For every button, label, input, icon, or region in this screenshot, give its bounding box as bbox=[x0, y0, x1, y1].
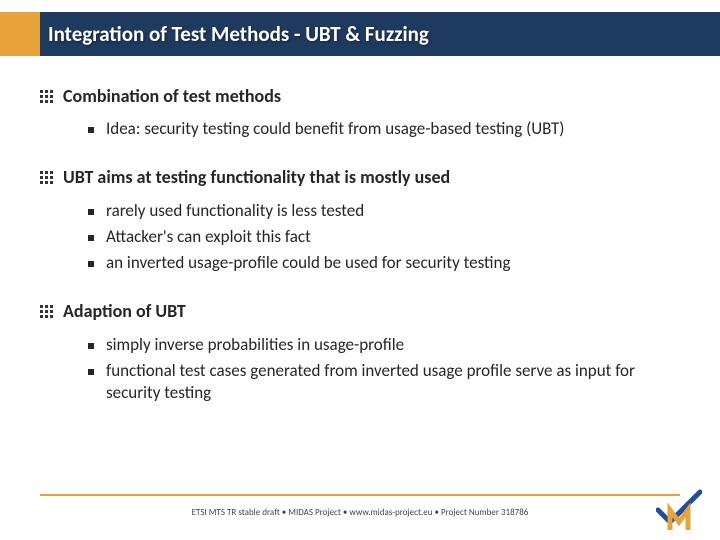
bullet-text: simply inverse probabilities in usage-pr… bbox=[106, 334, 404, 356]
bullet-level2: functional test cases generated from inv… bbox=[88, 360, 680, 404]
bullet-level2: Attacker's can exploit this fact bbox=[88, 226, 680, 248]
section-2: UBT aims at testing functionality that i… bbox=[40, 166, 680, 274]
bullet-text: an inverted usage-profile could be used … bbox=[106, 252, 510, 274]
square-bullet-icon bbox=[88, 343, 94, 349]
section-heading: Adaption of UBT bbox=[63, 300, 186, 323]
section-heading: Combination of test methods bbox=[63, 85, 281, 108]
grid-dots-icon bbox=[40, 90, 53, 103]
bullet-level2: simply inverse probabilities in usage-pr… bbox=[88, 334, 680, 356]
midas-logo-icon bbox=[656, 488, 702, 530]
bullet-level1: UBT aims at testing functionality that i… bbox=[40, 166, 680, 189]
bullet-level2: rarely used functionality is less tested bbox=[88, 200, 680, 222]
footer-text: ETSI MTS TR stable draft • MIDAS Project… bbox=[0, 507, 720, 518]
section-3: Adaption of UBT simply inverse probabili… bbox=[40, 300, 680, 404]
square-bullet-icon bbox=[88, 261, 94, 267]
bullet-level2: an inverted usage-profile could be used … bbox=[88, 252, 680, 274]
square-bullet-icon bbox=[88, 127, 94, 133]
footer-divider bbox=[40, 494, 680, 496]
slide-title: Integration of Test Methods - UBT & Fuzz… bbox=[48, 21, 429, 47]
bullet-level1: Combination of test methods bbox=[40, 85, 680, 108]
bullet-text: functional test cases generated from inv… bbox=[106, 360, 680, 404]
bullet-text: Idea: security testing could benefit fro… bbox=[106, 118, 564, 140]
section-1: Combination of test methods Idea: securi… bbox=[40, 85, 680, 140]
title-accent-orange bbox=[0, 12, 40, 56]
bullet-text: rarely used functionality is less tested bbox=[106, 200, 364, 222]
square-bullet-icon bbox=[88, 369, 94, 375]
square-bullet-icon bbox=[88, 209, 94, 215]
grid-dots-icon bbox=[40, 171, 53, 184]
bullet-level2: Idea: security testing could benefit fro… bbox=[88, 118, 680, 140]
title-band: Integration of Test Methods - UBT & Fuzz… bbox=[0, 12, 720, 56]
section-heading: UBT aims at testing functionality that i… bbox=[63, 166, 450, 189]
square-bullet-icon bbox=[88, 235, 94, 241]
title-bar: Integration of Test Methods - UBT & Fuzz… bbox=[40, 12, 720, 56]
bullet-text: Attacker's can exploit this fact bbox=[106, 226, 311, 248]
content-area: Combination of test methods Idea: securi… bbox=[40, 85, 680, 430]
bullet-level1: Adaption of UBT bbox=[40, 300, 680, 323]
grid-dots-icon bbox=[40, 305, 53, 318]
